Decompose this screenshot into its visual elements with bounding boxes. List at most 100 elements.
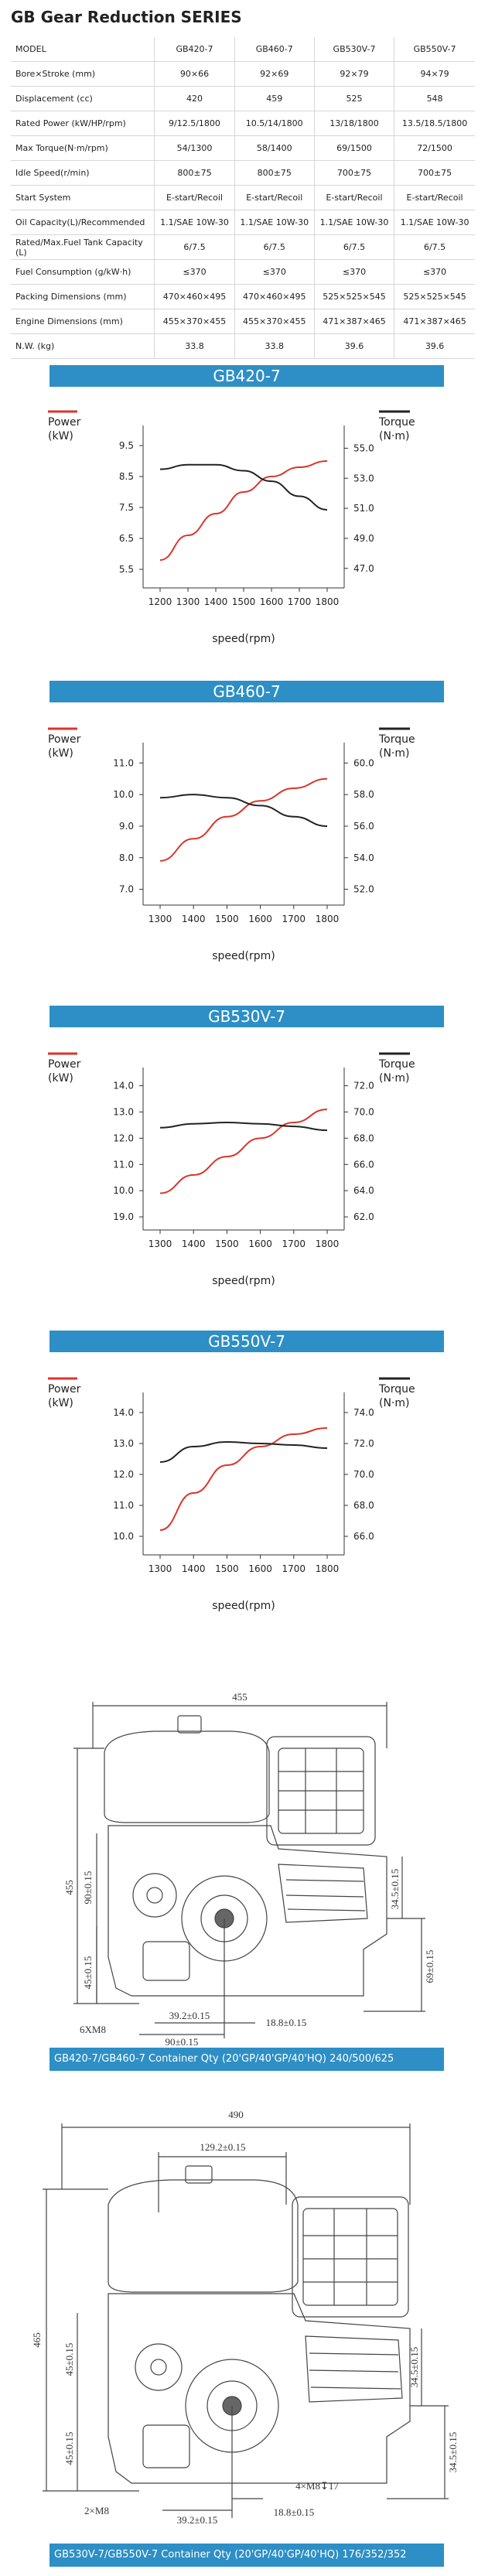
- right-tick-label: 51.0: [353, 503, 374, 514]
- chart-banner: GB420-7: [50, 365, 444, 387]
- left-axis-title: Power: [48, 733, 81, 746]
- left-tick-label: 12.0: [113, 1469, 134, 1480]
- crankcase-outline: [108, 1825, 387, 1997]
- spec-header-model: GB550V-7: [394, 37, 475, 62]
- spec-row-value: 470×460×495: [154, 284, 235, 309]
- right-tick-label: 52.0: [353, 884, 374, 895]
- x-tick-label: 1500: [215, 1238, 239, 1249]
- dimension-label: 69±0.15: [424, 1950, 435, 1983]
- right-tick-label: 49.0: [353, 533, 374, 544]
- cylinder-head-outline: [305, 2335, 403, 2403]
- chart-banner: GB550V-7: [50, 1331, 444, 1352]
- dimension-width: 455: [232, 1691, 248, 1703]
- left-tick-label: 11.0: [113, 1500, 134, 1511]
- cylinder-head-outline: [278, 1864, 368, 1923]
- dimension-label: 4×M8↧17: [295, 2480, 339, 2492]
- dimension-label: 18.8±0.15: [274, 2506, 315, 2518]
- spec-row-value: 92×69: [234, 61, 315, 87]
- left-tick-label: 10.0: [113, 1531, 134, 1542]
- spec-row-value: 33.8: [234, 333, 315, 359]
- x-tick-label: 1400: [182, 914, 206, 924]
- air-cleaner-outline: [292, 2196, 409, 2318]
- spec-row-value: 39.6: [394, 333, 475, 359]
- left-axis-unit: (kW): [48, 430, 73, 442]
- spec-row-label: Rated Power (kW/HP/rpm): [11, 111, 155, 136]
- spec-row: Engine Dimensions (mm) 455×370×455 455×370…: [11, 309, 475, 334]
- x-tick-label: 1700: [282, 914, 306, 924]
- right-tick-label: 60.0: [353, 757, 374, 768]
- spec-row-label: Engine Dimensions (mm): [11, 309, 155, 334]
- right-tick-label: 66.0: [353, 1531, 374, 1542]
- x-axis-title: speed(rpm): [212, 633, 275, 645]
- left-tick-label: 14.0: [113, 1081, 134, 1092]
- dimension-label: 2×M8: [84, 2505, 109, 2516]
- x-tick-label: 1700: [288, 596, 312, 607]
- engine-drawing-gb420-gb460: 455 455 90±0.15 45±0.15 34.5±0.15 69±0.1…: [63, 1691, 435, 2048]
- right-axis-unit: (N·m): [379, 1072, 409, 1085]
- right-tick-label: 68.0: [353, 1500, 374, 1511]
- x-tick-label: 1500: [232, 596, 256, 607]
- spec-row-value: 6/7.5: [154, 234, 235, 260]
- left-tick-label: 10.0: [113, 789, 134, 800]
- fuel-tank-outline: [108, 2179, 299, 2293]
- right-tick-label: 47.0: [353, 563, 374, 574]
- left-axis-title: Power: [48, 416, 81, 429]
- spec-row-label: Max Torque(N·m/rpm): [11, 135, 155, 161]
- performance-chart-gb530v: Power(kW) Torque(N·m) 19.0 10.0 11.0 12.0 13.0…: [48, 1052, 415, 1287]
- x-tick-label: 1400: [204, 596, 228, 607]
- spec-row-value: 471×387×465: [394, 309, 475, 334]
- spec-row-value: 10.5/14/1800: [234, 111, 315, 136]
- x-tick-label: 1300: [176, 596, 200, 607]
- left-tick-label: 9.0: [119, 821, 134, 832]
- dimension-label: 45±0.15: [82, 1956, 94, 1990]
- left-tick-label: 14.0: [113, 1407, 134, 1418]
- left-tick-label: 5.5: [119, 564, 134, 575]
- dimension-label: 18.8±0.15: [266, 2017, 307, 2028]
- right-axis-title: Torque: [378, 1058, 415, 1071]
- spec-header-label: MODEL: [11, 37, 155, 62]
- right-tick-label: 62.0: [353, 1211, 374, 1222]
- engine-drawing-gb530v-gb550v: 490 129.2±0.15 465 45±0.15 45±0.15 34.5±…: [31, 2109, 459, 2526]
- right-tick-label: 70.0: [353, 1469, 374, 1480]
- right-axis-unit: (N·m): [379, 747, 409, 760]
- crankcase-outline: [108, 2293, 411, 2484]
- left-tick-label: 13.0: [113, 1438, 134, 1449]
- dimension-label: 39.2±0.15: [177, 2514, 218, 2526]
- x-tick-label: 1300: [148, 1563, 172, 1574]
- dimension-height: 455: [63, 1880, 75, 1895]
- spec-row-value: 33.8: [154, 333, 235, 359]
- spec-row-value: 72/1500: [394, 135, 475, 161]
- torque-series-line: [159, 1122, 328, 1132]
- dimension-label: 90±0.15: [166, 2036, 199, 2048]
- spec-row-label: Fuel Consumption (g/kW·h): [11, 259, 155, 285]
- left-axis-title: Power: [48, 1383, 81, 1396]
- x-tick-label: 1800: [316, 1238, 340, 1249]
- left-tick-label: 13.0: [113, 1106, 134, 1117]
- spec-row-value: 6/7.5: [394, 234, 475, 260]
- spec-row-label: Rated/Max.Fuel Tank Capacity (L): [11, 234, 155, 260]
- performance-chart-gb460: Power(kW) Torque(N·m) 7.0 8.0 9.0 10.0 11.0 52.…: [48, 727, 415, 962]
- left-tick-label: 6.5: [119, 533, 134, 544]
- spec-row-value: 94×79: [394, 61, 475, 87]
- spec-row: Fuel Consumption (g/kW·h) ≤370 ≤370 ≤370 ≤37…: [11, 259, 475, 285]
- spec-row-value: E-start/Recoil: [394, 185, 475, 210]
- right-tick-label: 68.0: [353, 1133, 374, 1143]
- x-tick-label: 1700: [282, 1238, 306, 1249]
- left-tick-label: 8.5: [119, 471, 134, 482]
- spec-row-value: 800±75: [234, 160, 315, 186]
- torque-series-line: [159, 463, 328, 511]
- spec-row-value: ≤370: [154, 259, 235, 285]
- x-tick-label: 1300: [148, 1238, 172, 1249]
- spec-row-value: 9/12.5/1800: [154, 111, 235, 136]
- spec-row-value: 455×370×455: [154, 309, 235, 334]
- performance-chart-gb550v: Power(kW) Torque(N·m) 10.0 11.0 12.0 13.0 14.0…: [48, 1377, 415, 1612]
- right-axis-title: Torque: [378, 1383, 415, 1396]
- right-axis-unit: (N·m): [379, 430, 409, 442]
- spec-row: Oil Capacity(L)/Recommended 1.1/SAE 10W-3…: [11, 210, 475, 235]
- spec-row-value: 58/1400: [234, 135, 315, 161]
- spec-row-value: 90×66: [154, 61, 235, 87]
- spec-row: Rated/Max.Fuel Tank Capacity (L) 6/7.5 6/7…: [11, 234, 475, 260]
- spec-table-body: Bore×Stroke (mm) 90×66 92×69 92×79 94×79 Disp…: [11, 61, 475, 359]
- spec-row-value: ≤370: [313, 259, 394, 285]
- spec-row-value: 1.1/SAE 10W-30: [394, 210, 475, 235]
